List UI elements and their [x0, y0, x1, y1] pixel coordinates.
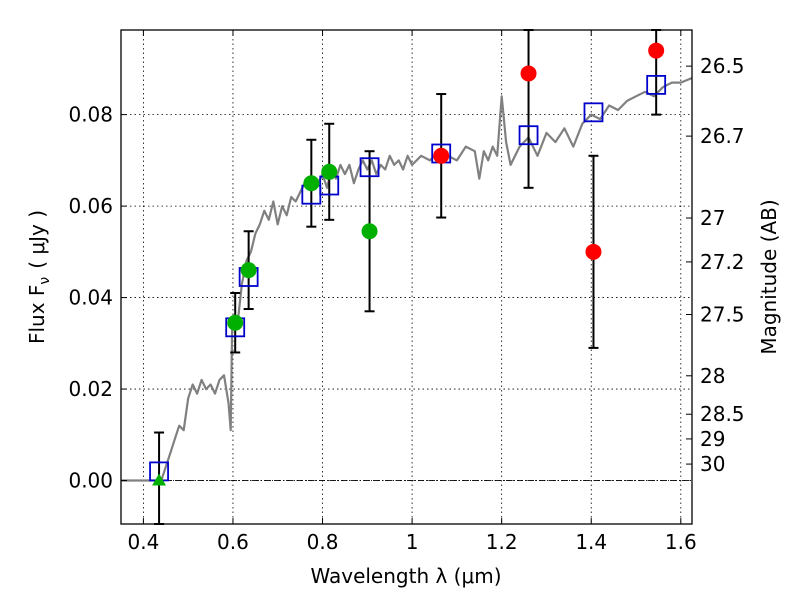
spectrum-layer	[121, 76, 693, 482]
y2-tick-label: 29	[700, 427, 725, 451]
y-tick-label: 0.04	[68, 286, 113, 310]
x-tick-label: 0.6	[217, 530, 249, 554]
x-tick-label: 0.4	[127, 530, 159, 554]
tick-layer: 0.4 0.6 0.8 1 1.2 1.4 1.6 0.00 0.02 0.04 0.06 0.08 2…	[68, 30, 745, 554]
y-axis-label-main: Flux F	[25, 285, 49, 344]
observed-flux-point	[227, 314, 244, 331]
marker-layer	[149, 42, 667, 486]
y-axis-label-unit: ( μJy )	[25, 210, 49, 269]
y-tick-label: 0.08	[68, 103, 113, 127]
x-axis-label: Wavelength λ (μm)	[310, 564, 501, 588]
x-tick-label: 0.8	[307, 530, 339, 554]
observed-flux-point	[361, 223, 378, 240]
y2-tick-label: 26.5	[700, 54, 745, 78]
observed-flux-point	[240, 262, 257, 279]
model-photometry-square	[518, 125, 539, 146]
x-tick-label: 1.4	[575, 530, 607, 554]
grid-layer	[121, 30, 692, 524]
plot-frame	[120, 29, 693, 525]
y-tick-label: 0.06	[68, 194, 113, 218]
y2-tick-label: 30	[700, 452, 725, 476]
observed-flux-point	[648, 42, 665, 59]
y2-tick-label: 26.7	[700, 124, 745, 148]
model-photometry-square	[583, 102, 604, 123]
y2-tick-label: 28	[700, 364, 725, 388]
y2-tick-label: 28.5	[700, 402, 745, 426]
observed-flux-point	[520, 65, 537, 82]
observed-flux-point	[433, 147, 450, 164]
x-tick-label: 1	[406, 530, 419, 554]
y2-tick-label: 27.2	[700, 250, 745, 274]
x-tick-label: 1.6	[665, 530, 697, 554]
y2-tick-label: 27.5	[700, 303, 745, 327]
y-axis-label: Flux Fν ( μJy )	[25, 210, 53, 344]
y-tick-label: 0.00	[68, 469, 113, 493]
model-spectrum-line	[121, 76, 693, 482]
observed-flux-point	[321, 163, 338, 180]
y-axis-label-subscript: ν	[37, 277, 53, 285]
model-photometry-square	[646, 74, 667, 95]
observed-flux-point	[303, 175, 320, 192]
upper-limit-triangle	[152, 473, 167, 486]
observed-flux-point	[585, 243, 602, 260]
model-photometry-square	[359, 157, 380, 178]
y2-tick-label: 27	[700, 206, 725, 230]
x-tick-label: 1.2	[486, 530, 518, 554]
y-tick-label: 0.02	[68, 377, 113, 401]
y2-axis-label: Magnitude (AB)	[757, 199, 781, 354]
